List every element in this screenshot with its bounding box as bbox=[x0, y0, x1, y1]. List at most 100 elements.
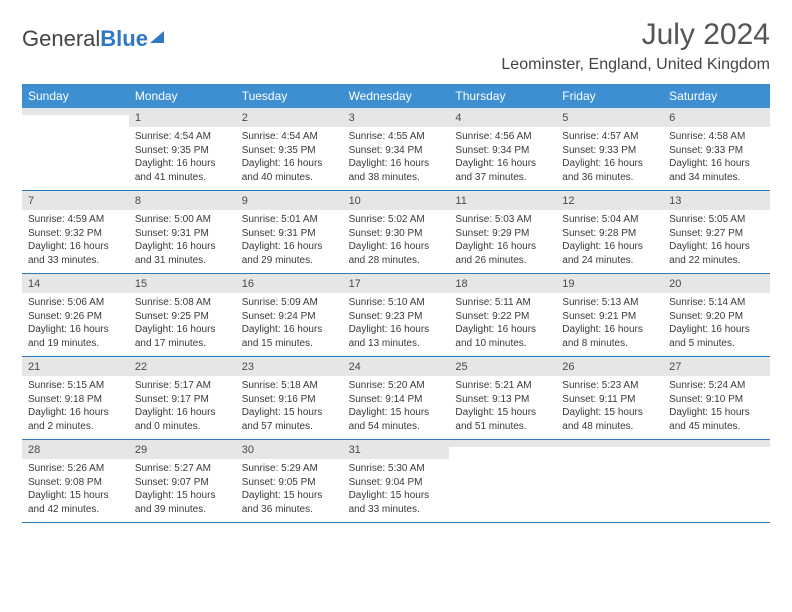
title-block: July 2024 Leominster, England, United Ki… bbox=[501, 18, 770, 74]
month-title: July 2024 bbox=[501, 18, 770, 52]
sunset-text: Sunset: 9:05 PM bbox=[242, 476, 337, 490]
day-details: Sunrise: 4:57 AMSunset: 9:33 PMDaylight:… bbox=[556, 127, 663, 190]
daylight-text: Daylight: 16 hours and 28 minutes. bbox=[349, 240, 444, 267]
sunrise-text: Sunrise: 5:03 AM bbox=[455, 213, 550, 227]
daylight-text: Daylight: 16 hours and 24 minutes. bbox=[562, 240, 657, 267]
sunset-text: Sunset: 9:27 PM bbox=[669, 227, 764, 241]
date-number: 22 bbox=[129, 357, 236, 376]
day-details: Sunrise: 5:00 AMSunset: 9:31 PMDaylight:… bbox=[129, 210, 236, 273]
sunrise-text: Sunrise: 4:56 AM bbox=[455, 130, 550, 144]
day-details bbox=[22, 115, 129, 171]
day-cell: 5Sunrise: 4:57 AMSunset: 9:33 PMDaylight… bbox=[556, 108, 663, 190]
day-cell: 28Sunrise: 5:26 AMSunset: 9:08 PMDayligh… bbox=[22, 440, 129, 522]
date-number: 5 bbox=[556, 108, 663, 127]
date-number: 20 bbox=[663, 274, 770, 293]
day-details: Sunrise: 5:05 AMSunset: 9:27 PMDaylight:… bbox=[663, 210, 770, 273]
day-details: Sunrise: 4:56 AMSunset: 9:34 PMDaylight:… bbox=[449, 127, 556, 190]
daylight-text: Daylight: 16 hours and 26 minutes. bbox=[455, 240, 550, 267]
date-number: 11 bbox=[449, 191, 556, 210]
day-details: Sunrise: 5:14 AMSunset: 9:20 PMDaylight:… bbox=[663, 293, 770, 356]
day-cell: 26Sunrise: 5:23 AMSunset: 9:11 PMDayligh… bbox=[556, 357, 663, 439]
day-details: Sunrise: 5:24 AMSunset: 9:10 PMDaylight:… bbox=[663, 376, 770, 439]
week-row: 7Sunrise: 4:59 AMSunset: 9:32 PMDaylight… bbox=[22, 191, 770, 274]
date-number: 19 bbox=[556, 274, 663, 293]
week-row: 21Sunrise: 5:15 AMSunset: 9:18 PMDayligh… bbox=[22, 357, 770, 440]
sunset-text: Sunset: 9:04 PM bbox=[349, 476, 444, 490]
page-header: GeneralBlue July 2024 Leominster, Englan… bbox=[22, 18, 770, 74]
sunrise-text: Sunrise: 5:04 AM bbox=[562, 213, 657, 227]
day-details: Sunrise: 5:21 AMSunset: 9:13 PMDaylight:… bbox=[449, 376, 556, 439]
daylight-text: Daylight: 15 hours and 54 minutes. bbox=[349, 406, 444, 433]
sunrise-text: Sunrise: 4:55 AM bbox=[349, 130, 444, 144]
sunset-text: Sunset: 9:13 PM bbox=[455, 393, 550, 407]
date-number bbox=[22, 108, 129, 115]
sunset-text: Sunset: 9:25 PM bbox=[135, 310, 230, 324]
date-number: 7 bbox=[22, 191, 129, 210]
date-number: 4 bbox=[449, 108, 556, 127]
date-number: 18 bbox=[449, 274, 556, 293]
day-details: Sunrise: 5:26 AMSunset: 9:08 PMDaylight:… bbox=[22, 459, 129, 522]
date-number: 30 bbox=[236, 440, 343, 459]
date-number: 2 bbox=[236, 108, 343, 127]
week-row: 14Sunrise: 5:06 AMSunset: 9:26 PMDayligh… bbox=[22, 274, 770, 357]
sunset-text: Sunset: 9:30 PM bbox=[349, 227, 444, 241]
day-details: Sunrise: 4:54 AMSunset: 9:35 PMDaylight:… bbox=[129, 127, 236, 190]
sunrise-text: Sunrise: 5:27 AM bbox=[135, 462, 230, 476]
sunset-text: Sunset: 9:29 PM bbox=[455, 227, 550, 241]
sunset-text: Sunset: 9:26 PM bbox=[28, 310, 123, 324]
daylight-text: Daylight: 16 hours and 22 minutes. bbox=[669, 240, 764, 267]
day-details: Sunrise: 5:17 AMSunset: 9:17 PMDaylight:… bbox=[129, 376, 236, 439]
daylight-text: Daylight: 15 hours and 39 minutes. bbox=[135, 489, 230, 516]
date-number bbox=[663, 440, 770, 447]
sunrise-text: Sunrise: 5:06 AM bbox=[28, 296, 123, 310]
logo-text-2: Blue bbox=[100, 26, 148, 52]
daylight-text: Daylight: 15 hours and 45 minutes. bbox=[669, 406, 764, 433]
logo: GeneralBlue bbox=[22, 18, 164, 52]
sunrise-text: Sunrise: 5:14 AM bbox=[669, 296, 764, 310]
daylight-text: Daylight: 16 hours and 36 minutes. bbox=[562, 157, 657, 184]
date-number: 23 bbox=[236, 357, 343, 376]
date-number bbox=[449, 440, 556, 447]
weekday-header: Monday bbox=[129, 84, 236, 108]
day-cell: 22Sunrise: 5:17 AMSunset: 9:17 PMDayligh… bbox=[129, 357, 236, 439]
weekday-header: Thursday bbox=[449, 84, 556, 108]
daylight-text: Daylight: 16 hours and 19 minutes. bbox=[28, 323, 123, 350]
sunset-text: Sunset: 9:28 PM bbox=[562, 227, 657, 241]
date-number: 8 bbox=[129, 191, 236, 210]
daylight-text: Daylight: 15 hours and 48 minutes. bbox=[562, 406, 657, 433]
sunset-text: Sunset: 9:23 PM bbox=[349, 310, 444, 324]
date-number: 10 bbox=[343, 191, 450, 210]
day-cell: 31Sunrise: 5:30 AMSunset: 9:04 PMDayligh… bbox=[343, 440, 450, 522]
day-cell: 6Sunrise: 4:58 AMSunset: 9:33 PMDaylight… bbox=[663, 108, 770, 190]
sunrise-text: Sunrise: 5:30 AM bbox=[349, 462, 444, 476]
date-number: 1 bbox=[129, 108, 236, 127]
daylight-text: Daylight: 16 hours and 33 minutes. bbox=[28, 240, 123, 267]
weekday-header: Wednesday bbox=[343, 84, 450, 108]
daylight-text: Daylight: 16 hours and 0 minutes. bbox=[135, 406, 230, 433]
sunset-text: Sunset: 9:34 PM bbox=[349, 144, 444, 158]
day-details bbox=[556, 447, 663, 503]
sunrise-text: Sunrise: 5:05 AM bbox=[669, 213, 764, 227]
sunset-text: Sunset: 9:33 PM bbox=[669, 144, 764, 158]
day-cell: 13Sunrise: 5:05 AMSunset: 9:27 PMDayligh… bbox=[663, 191, 770, 273]
day-cell: 10Sunrise: 5:02 AMSunset: 9:30 PMDayligh… bbox=[343, 191, 450, 273]
sunrise-text: Sunrise: 4:59 AM bbox=[28, 213, 123, 227]
sunset-text: Sunset: 9:35 PM bbox=[242, 144, 337, 158]
sunset-text: Sunset: 9:31 PM bbox=[135, 227, 230, 241]
day-cell: 29Sunrise: 5:27 AMSunset: 9:07 PMDayligh… bbox=[129, 440, 236, 522]
sunrise-text: Sunrise: 5:17 AM bbox=[135, 379, 230, 393]
date-number: 13 bbox=[663, 191, 770, 210]
day-details: Sunrise: 5:15 AMSunset: 9:18 PMDaylight:… bbox=[22, 376, 129, 439]
day-details: Sunrise: 4:58 AMSunset: 9:33 PMDaylight:… bbox=[663, 127, 770, 190]
date-number: 28 bbox=[22, 440, 129, 459]
daylight-text: Daylight: 16 hours and 29 minutes. bbox=[242, 240, 337, 267]
sunset-text: Sunset: 9:14 PM bbox=[349, 393, 444, 407]
sunset-text: Sunset: 9:22 PM bbox=[455, 310, 550, 324]
day-cell: 9Sunrise: 5:01 AMSunset: 9:31 PMDaylight… bbox=[236, 191, 343, 273]
day-cell: 30Sunrise: 5:29 AMSunset: 9:05 PMDayligh… bbox=[236, 440, 343, 522]
date-number: 26 bbox=[556, 357, 663, 376]
day-details: Sunrise: 5:03 AMSunset: 9:29 PMDaylight:… bbox=[449, 210, 556, 273]
daylight-text: Daylight: 16 hours and 5 minutes. bbox=[669, 323, 764, 350]
sunrise-text: Sunrise: 5:01 AM bbox=[242, 213, 337, 227]
day-details: Sunrise: 5:04 AMSunset: 9:28 PMDaylight:… bbox=[556, 210, 663, 273]
